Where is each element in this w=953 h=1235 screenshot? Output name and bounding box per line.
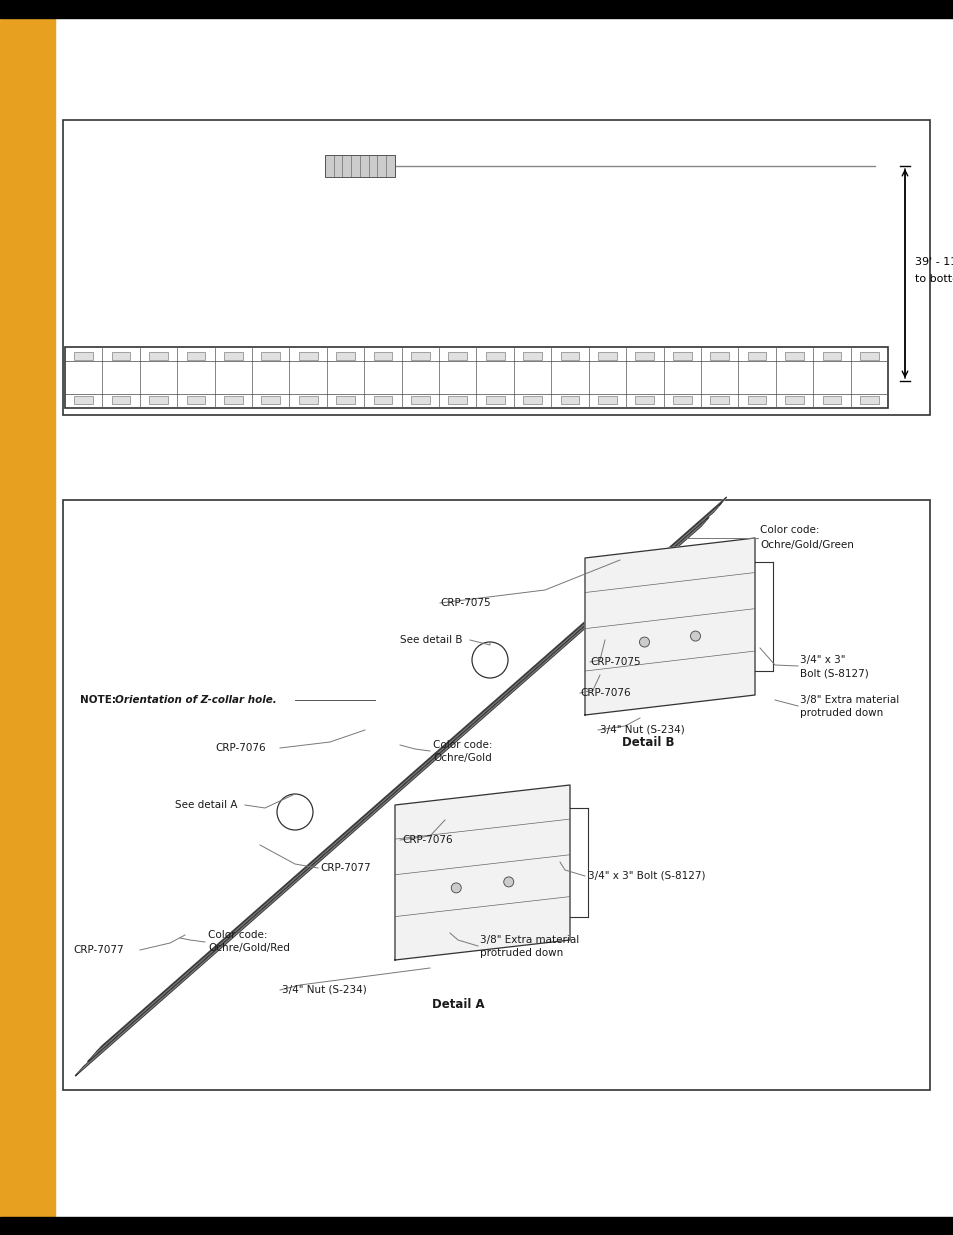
Text: See detail B: See detail B	[399, 635, 462, 645]
Text: Ochre/Gold/Green: Ochre/Gold/Green	[760, 540, 853, 550]
Text: Color code:: Color code:	[208, 930, 267, 940]
Text: 3/4" x 3": 3/4" x 3"	[800, 655, 844, 664]
Text: Color code:: Color code:	[760, 525, 819, 535]
Text: CRP-7075: CRP-7075	[589, 657, 640, 667]
Text: See detail A: See detail A	[174, 800, 237, 810]
Bar	[74, 352, 93, 359]
Text: 3/8" Extra material: 3/8" Extra material	[800, 695, 899, 705]
Bar	[224, 352, 242, 359]
Polygon shape	[75, 517, 708, 1076]
Bar	[784, 396, 803, 404]
Bar	[448, 396, 467, 404]
Circle shape	[503, 877, 514, 887]
Bar	[149, 352, 168, 359]
Text: Bolt (S-8127): Bolt (S-8127)	[800, 668, 868, 678]
Text: 3/4" Nut (S-234): 3/4" Nut (S-234)	[282, 986, 366, 995]
Bar	[598, 352, 617, 359]
Bar	[710, 352, 728, 359]
Bar	[635, 396, 654, 404]
Bar	[821, 396, 841, 404]
Circle shape	[639, 637, 649, 647]
Bar	[224, 396, 242, 404]
Bar	[0, 1216, 953, 1235]
Bar	[411, 396, 429, 404]
Bar	[672, 352, 691, 359]
Text: CRP-7077: CRP-7077	[319, 863, 370, 873]
Bar	[261, 352, 280, 359]
Bar	[598, 396, 617, 404]
Text: to bottom of center collar: to bottom of center collar	[914, 274, 953, 284]
Bar	[149, 396, 168, 404]
Text: Ochre/Gold: Ochre/Gold	[433, 753, 491, 763]
Bar	[374, 396, 392, 404]
Bar	[522, 396, 541, 404]
Bar	[112, 396, 131, 404]
Text: CRP-7075: CRP-7075	[439, 598, 490, 608]
Text: Detail B: Detail B	[621, 736, 674, 750]
Polygon shape	[584, 538, 754, 715]
Bar	[635, 352, 654, 359]
Bar	[448, 352, 467, 359]
Polygon shape	[89, 503, 720, 1061]
Polygon shape	[97, 498, 726, 1051]
Text: Color code:: Color code:	[433, 740, 492, 750]
Bar	[411, 352, 429, 359]
Bar	[261, 396, 280, 404]
Bar	[859, 396, 878, 404]
Bar	[298, 396, 317, 404]
Bar	[187, 396, 205, 404]
Bar	[560, 352, 578, 359]
Bar	[485, 352, 504, 359]
Bar	[747, 396, 765, 404]
Text: 3/4" x 3" Bolt (S-8127): 3/4" x 3" Bolt (S-8127)	[587, 871, 705, 881]
Circle shape	[451, 883, 460, 893]
Text: NOTE:: NOTE:	[80, 695, 119, 705]
Bar	[374, 352, 392, 359]
Bar	[112, 352, 131, 359]
Bar	[65, 347, 887, 408]
Text: protruded down: protruded down	[479, 948, 562, 958]
Bar	[522, 352, 541, 359]
Bar	[63, 120, 929, 415]
Bar	[298, 352, 317, 359]
Bar	[747, 352, 765, 359]
Text: CRP-7076: CRP-7076	[579, 688, 630, 698]
Bar	[784, 352, 803, 359]
Text: 3/8" Extra material: 3/8" Extra material	[479, 935, 578, 945]
Bar	[187, 352, 205, 359]
Bar	[560, 396, 578, 404]
Text: 39' - 11-7/8" Dimension: 39' - 11-7/8" Dimension	[914, 257, 953, 267]
Bar	[63, 500, 929, 1091]
Bar	[0, 0, 953, 19]
Bar	[672, 396, 691, 404]
Bar	[859, 352, 878, 359]
Bar	[325, 156, 395, 177]
Bar	[710, 396, 728, 404]
Bar	[485, 396, 504, 404]
Bar	[335, 396, 355, 404]
Text: Orientation of Z-collar hole.: Orientation of Z-collar hole.	[115, 695, 276, 705]
Text: CRP-7077: CRP-7077	[73, 945, 124, 955]
Bar	[74, 396, 93, 404]
Polygon shape	[395, 785, 569, 960]
Text: CRP-7076: CRP-7076	[214, 743, 265, 753]
Text: protruded down: protruded down	[800, 708, 882, 718]
Text: Ochre/Gold/Red: Ochre/Gold/Red	[208, 944, 290, 953]
Text: CRP-7076: CRP-7076	[401, 835, 452, 845]
Circle shape	[690, 631, 700, 641]
Text: 3/4" Nut (S-234): 3/4" Nut (S-234)	[599, 725, 684, 735]
Bar	[0, 19, 55, 1216]
Text: Detail A: Detail A	[432, 999, 484, 1011]
Bar	[335, 352, 355, 359]
Bar	[821, 352, 841, 359]
